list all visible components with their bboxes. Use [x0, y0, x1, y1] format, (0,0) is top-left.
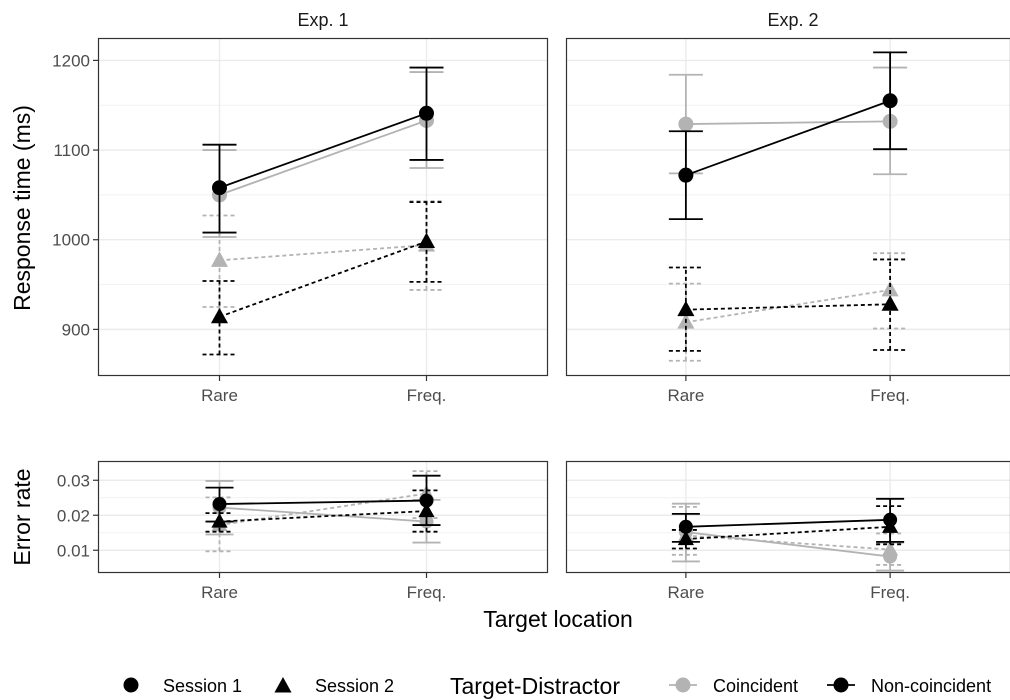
data-point-circle [212, 497, 227, 512]
y-tick-label: 900 [62, 320, 90, 339]
x-tick-label: Freq. [870, 583, 910, 602]
data-point-triangle [211, 513, 228, 528]
legend: Session 1 Session 2 Target-Distractor Coinc… [123, 673, 991, 699]
y-tick-label: 1100 [53, 141, 90, 160]
panel-border [97, 460, 549, 574]
series-line [219, 244, 427, 262]
series-line [219, 112, 427, 189]
series-line [685, 518, 891, 528]
y-tick-label: 0.03 [57, 471, 90, 490]
legend-label: Coincident [713, 676, 798, 696]
legend-label: Non-coincident [871, 676, 991, 696]
y-tick-label: 1000 [52, 231, 90, 250]
y-axis-title-error-rate: Error rate [9, 468, 35, 565]
data-point-circle [678, 167, 694, 183]
data-point-triangle [677, 530, 694, 546]
x-tick-label: Rare [667, 386, 704, 405]
y-tick-label: 1200 [52, 51, 90, 70]
data-point-triangle [210, 307, 229, 324]
series-line [685, 99, 891, 177]
panel-title-exp1: Exp. 1 [297, 10, 348, 30]
series-line [685, 303, 891, 311]
data-point-triangle [210, 251, 229, 267]
series-line [219, 499, 427, 505]
data-point-circle [882, 93, 898, 109]
legend-label: Session 1 [163, 676, 242, 696]
panel-title-exp2: Exp. 2 [767, 10, 818, 30]
data-point-triangle [417, 232, 436, 248]
data-point-triangle [418, 502, 435, 518]
data-point-triangle [881, 295, 899, 311]
series-line [219, 240, 427, 318]
series-line [685, 525, 891, 540]
data-point-circle [212, 180, 227, 196]
panel-border [565, 37, 1010, 377]
data-point-triangle [881, 280, 899, 297]
x-tick-label: Freq. [870, 386, 910, 405]
y-axis-title-response-time: Response time (ms) [9, 105, 35, 311]
legend-key-point [833, 677, 849, 693]
series-line [685, 534, 891, 551]
legend-label: Session 2 [315, 676, 394, 696]
legend-key-triangle [274, 677, 292, 693]
legend-title: Target-Distractor [450, 673, 620, 699]
panel-border [565, 460, 1010, 574]
plot-area: Rare Freq. Rare Freq. 900 1000 1100 1200 Rare Fre… [52, 37, 1010, 602]
series-line [685, 120, 891, 125]
y-tick-label: 0.01 [57, 541, 90, 560]
data-point-circle [678, 116, 694, 132]
series-line [219, 119, 427, 196]
data-point-triangle [677, 300, 695, 317]
data-point-triangle [882, 541, 899, 556]
series-line [685, 531, 891, 558]
legend-key-circle [123, 677, 139, 693]
y-tick-label: 0.02 [57, 506, 90, 525]
data-point-circle [419, 105, 434, 121]
legend-key-point [675, 677, 691, 693]
data-point-triangle [882, 518, 899, 533]
x-tick-label: Freq. [407, 386, 447, 405]
panel-border [97, 37, 549, 377]
x-tick-label: Freq. [407, 583, 447, 602]
series-line [685, 289, 891, 324]
x-axis-title: Target location [483, 606, 633, 632]
x-tick-label: Rare [201, 386, 238, 405]
x-tick-label: Rare [201, 583, 238, 602]
series-line [219, 506, 427, 523]
x-tick-label: Rare [667, 583, 704, 602]
